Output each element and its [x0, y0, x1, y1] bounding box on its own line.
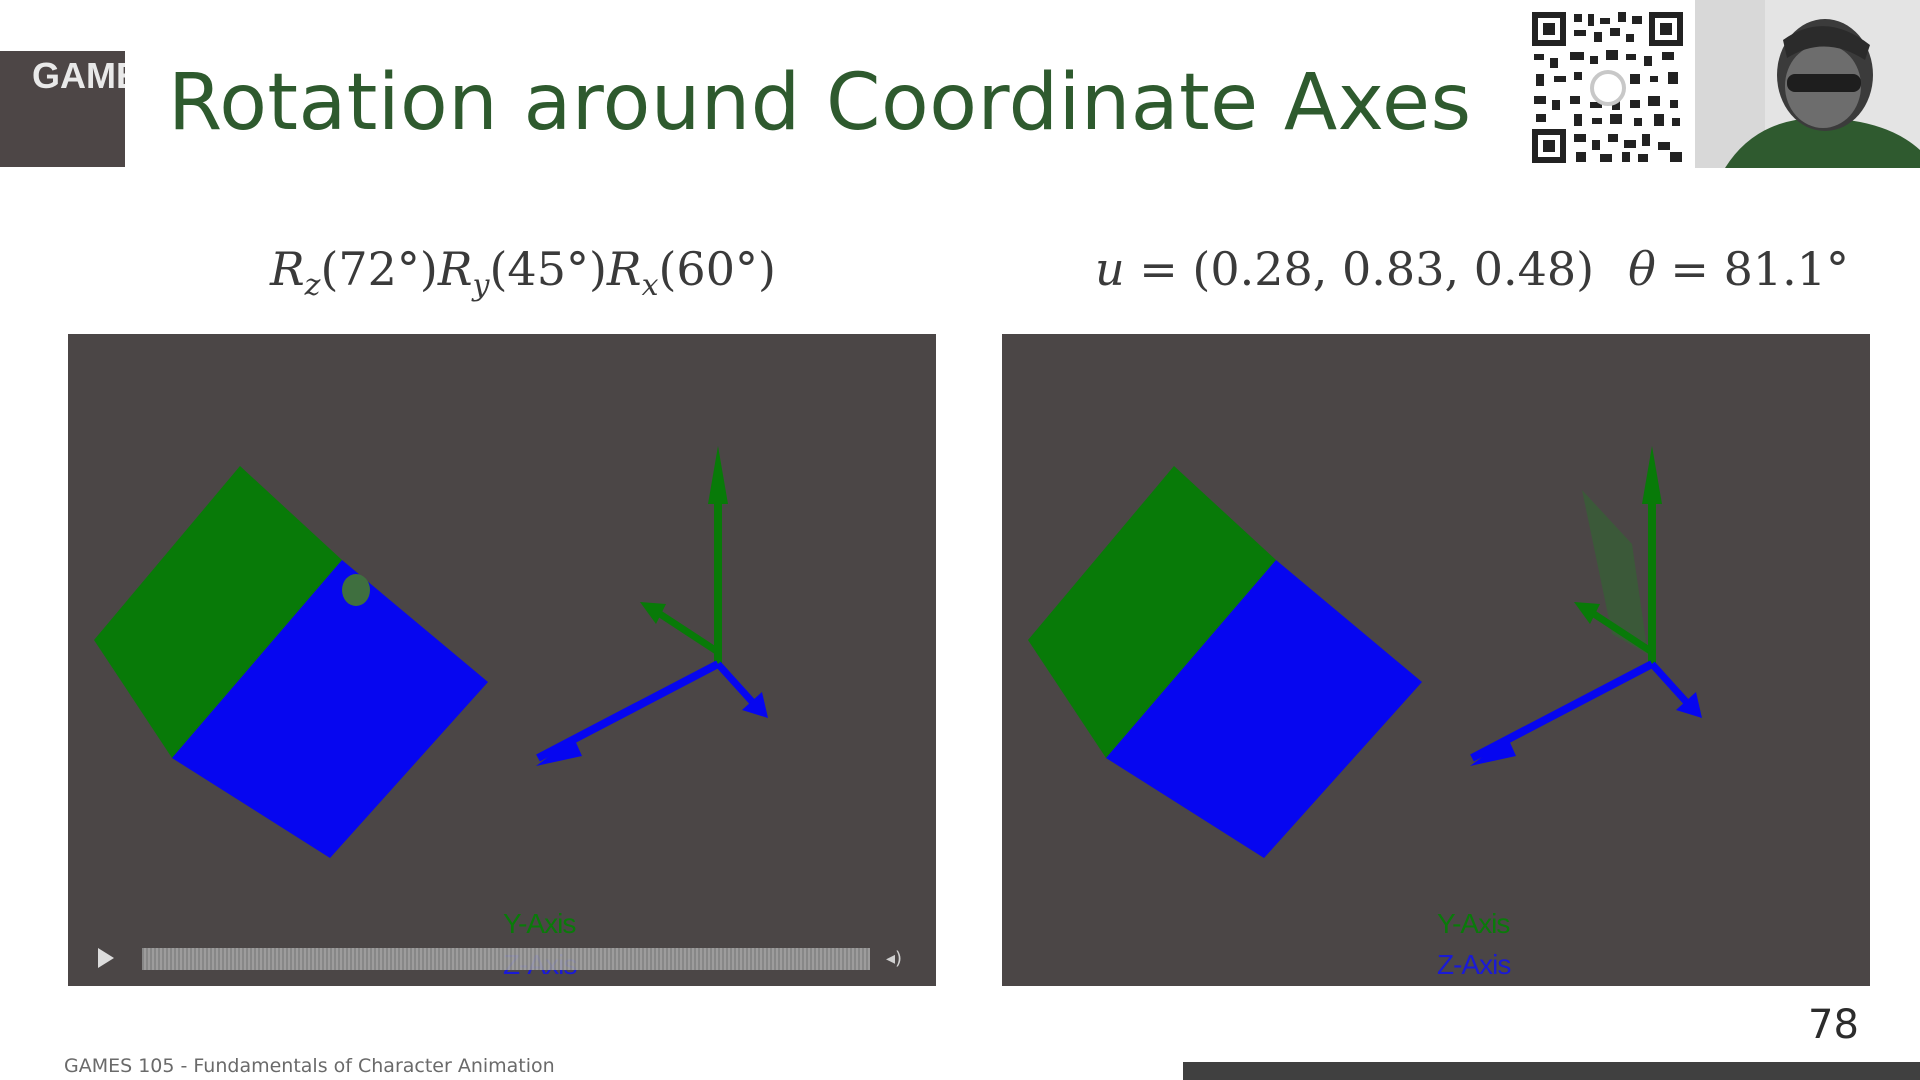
presenter-webcam [1695, 0, 1920, 168]
cube-green-face [1028, 466, 1276, 758]
z-axis-line [536, 660, 720, 762]
formula-angle-y: (45°) [489, 242, 607, 296]
rotation-ghost-trail [1582, 490, 1648, 654]
euler-rotation-formula: Rz(72°)Ry(45°)Rx(60°) [270, 242, 776, 303]
formula-angle-z: (72°) [320, 242, 438, 296]
z-axis-arrowhead [1470, 738, 1516, 766]
volume-icon[interactable]: ◂) [886, 948, 903, 969]
formula-sub-y: y [472, 268, 490, 304]
z-axis-short-arrowhead [1676, 692, 1702, 718]
formula-r-x: R [606, 242, 642, 296]
formula-u-value: = (0.28, 0.83, 0.48) [1124, 242, 1595, 296]
x-axis-arrowhead [1574, 602, 1600, 624]
x-axis-arrowhead [640, 602, 666, 624]
axis-angle-scene [1028, 446, 1702, 858]
z-axis-arrowhead [536, 738, 582, 766]
formula-sub-x: x [641, 268, 659, 304]
seek-bar[interactable] [142, 948, 870, 970]
legend-y-axis: Y-Axis [1437, 908, 1510, 939]
x-axis-line [658, 611, 720, 655]
cube-blue-face [1106, 560, 1422, 858]
z-axis-line [1470, 660, 1654, 762]
mouse-cursor [342, 574, 370, 606]
cube-blue-face [172, 560, 488, 858]
play-icon[interactable] [98, 948, 114, 968]
formula-theta: θ [1628, 242, 1656, 296]
z-axis-short-line [715, 661, 759, 709]
qr-code-icon [1530, 10, 1685, 165]
euler-rotation-scene [94, 446, 768, 858]
euler-rotation-video[interactable]: Y-Axis Z-Axis ◂) [68, 334, 936, 986]
formula-u: u [1095, 242, 1125, 296]
logo-text: GAMES [32, 55, 125, 96]
formula-theta-value: = 81.1° [1655, 242, 1849, 296]
z-axis-short-line [1649, 661, 1693, 709]
formula-r-y: R [437, 242, 473, 296]
footer-course-name: GAMES 105 - Fundamentals of Character An… [64, 1055, 555, 1077]
z-axis-short-arrowhead [742, 692, 768, 718]
slide-title: Rotation around Coordinate Axes [168, 58, 1472, 148]
video-controls: ◂) [68, 934, 936, 986]
axis-angle-formula: u = (0.28, 0.83, 0.48) θ = 81.1° [1095, 242, 1849, 296]
legend-y-axis: Y-Axis [503, 908, 576, 939]
axis-angle-video[interactable]: Y-Axis Z-Axis [1002, 334, 1870, 986]
y-axis-arrowhead [708, 446, 728, 504]
formula-angle-x: (60°) [658, 242, 776, 296]
footer-bar [1183, 1062, 1920, 1080]
course-logo: GAMES [0, 51, 125, 167]
formula-r-z: R [270, 242, 305, 296]
page-number: 78 [1808, 1002, 1859, 1048]
y-axis-arrowhead [1642, 446, 1662, 504]
formula-sub-z: z [304, 268, 321, 304]
legend-z-axis: Z-Axis [1437, 949, 1511, 980]
x-axis-line [1592, 611, 1654, 655]
cube-green-face [94, 466, 342, 758]
